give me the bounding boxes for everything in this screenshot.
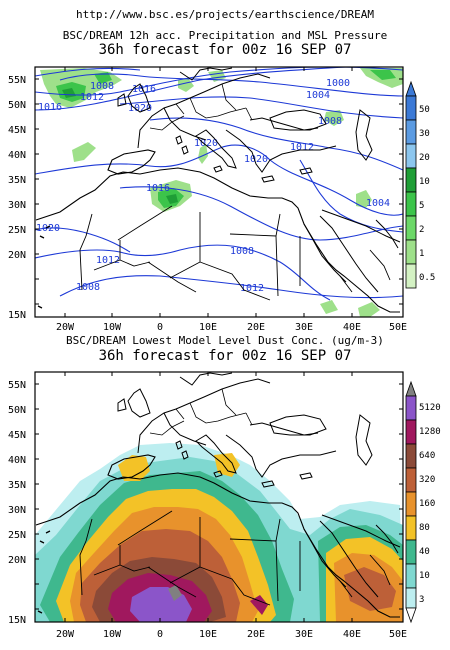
svg-text:30N: 30N (8, 200, 26, 211)
svg-text:1008: 1008 (90, 81, 114, 92)
svg-text:1012: 1012 (240, 283, 264, 294)
svg-text:45N: 45N (8, 125, 26, 136)
source-url: http://www.bsc.es/projects/earthscience/… (75, 8, 374, 21)
dust-map: 55N 50N 45N 40N 35N 30N 25N 20N 15N 20W … (8, 371, 441, 640)
svg-text:30E: 30E (295, 629, 313, 640)
dust-colorbar-labels: 5120 1280 640 320 160 80 40 10 3 (419, 403, 441, 605)
svg-text:50: 50 (419, 105, 430, 115)
svg-text:1008: 1008 (230, 246, 254, 257)
svg-text:1016: 1016 (132, 84, 156, 95)
svg-text:1020: 1020 (128, 103, 152, 114)
svg-text:640: 640 (419, 451, 435, 461)
isobar-labels: 1008 1012 1016 1016 1020 1020 1020 1016 … (36, 78, 390, 294)
isobars (35, 67, 403, 301)
svg-text:1020: 1020 (244, 154, 268, 165)
svg-text:1012: 1012 (96, 255, 120, 266)
svg-text:1008: 1008 (76, 282, 100, 293)
svg-text:45N: 45N (8, 430, 26, 441)
svg-text:1008: 1008 (318, 116, 342, 127)
svg-text:15N: 15N (8, 310, 26, 321)
svg-text:320: 320 (419, 475, 435, 485)
svg-text:35N: 35N (8, 175, 26, 186)
svg-text:50N: 50N (8, 100, 26, 111)
precipitation-shading (40, 68, 403, 317)
svg-text:10W: 10W (103, 322, 122, 333)
svg-text:20N: 20N (8, 250, 26, 261)
svg-text:50E: 50E (389, 322, 407, 333)
precip-panel-title: BSC/DREAM 12h acc. Precipitation and MSL… (62, 29, 388, 42)
svg-text:1000: 1000 (326, 78, 350, 89)
svg-text:1004: 1004 (366, 198, 390, 209)
svg-text:1020: 1020 (194, 138, 218, 149)
svg-text:10E: 10E (199, 629, 217, 640)
svg-text:10: 10 (419, 177, 430, 187)
precip-panel-subtitle: 36h forecast for 00z 16 SEP 07 (98, 42, 352, 58)
svg-text:10: 10 (419, 571, 430, 581)
svg-text:40E: 40E (343, 322, 361, 333)
svg-text:40: 40 (419, 547, 430, 557)
svg-text:20W: 20W (56, 322, 75, 333)
svg-text:1016: 1016 (146, 183, 170, 194)
svg-text:50E: 50E (389, 629, 407, 640)
dust-shading (35, 443, 403, 622)
svg-text:2: 2 (419, 225, 424, 235)
dust-lon-labels: 20W 10W 0 10E 20E 30E 40E 50E (56, 629, 407, 640)
svg-text:80: 80 (419, 523, 430, 533)
svg-text:10W: 10W (103, 629, 122, 640)
svg-text:50N: 50N (8, 405, 26, 416)
svg-text:30N: 30N (8, 505, 26, 516)
precip-lat-labels: 55N 50N 45N 40N 35N 30N 25N 20N 15N (8, 75, 26, 321)
svg-text:20N: 20N (8, 555, 26, 566)
svg-text:5: 5 (419, 201, 424, 211)
svg-text:20: 20 (419, 153, 430, 163)
dust-lat-labels: 55N 50N 45N 40N 35N 30N 25N 20N 15N (8, 380, 26, 626)
precip-map-frame (34, 66, 404, 318)
svg-text:40N: 40N (8, 150, 26, 161)
svg-text:1016: 1016 (38, 102, 62, 113)
svg-text:160: 160 (419, 499, 435, 509)
svg-text:1: 1 (419, 249, 424, 259)
svg-text:30E: 30E (295, 322, 313, 333)
svg-text:1004: 1004 (306, 90, 330, 101)
svg-text:20E: 20E (247, 322, 265, 333)
svg-text:1012: 1012 (80, 92, 104, 103)
precipitation-map: 1008 1012 1016 1016 1020 1020 1020 1016 … (8, 66, 435, 333)
svg-text:0.5: 0.5 (419, 273, 435, 283)
svg-text:30: 30 (419, 129, 430, 139)
dust-colorbar (405, 380, 417, 624)
svg-text:0: 0 (157, 629, 163, 640)
svg-text:35N: 35N (8, 480, 26, 491)
svg-text:1280: 1280 (419, 427, 441, 437)
precip-colorbar (405, 80, 417, 289)
svg-text:55N: 55N (8, 75, 26, 86)
svg-text:25N: 25N (8, 530, 26, 541)
precip-lon-labels: 20W 10W 0 10E 20E 30E 40E 50E (56, 322, 407, 333)
dust-map-frame (34, 371, 404, 623)
svg-text:40N: 40N (8, 455, 26, 466)
svg-text:20W: 20W (56, 629, 75, 640)
svg-text:40E: 40E (343, 629, 361, 640)
precip-colorbar-labels: 50 30 20 10 5 2 1 0.5 (419, 105, 435, 283)
dust-panel-title: BSC/DREAM Lowest Model Level Dust Conc. … (66, 334, 384, 347)
svg-text:20E: 20E (247, 629, 265, 640)
svg-text:10E: 10E (199, 322, 217, 333)
svg-text:3: 3 (419, 595, 424, 605)
svg-text:0: 0 (157, 322, 163, 333)
svg-text:1020: 1020 (36, 223, 60, 234)
svg-text:15N: 15N (8, 615, 26, 626)
svg-text:1012: 1012 (290, 142, 314, 153)
svg-text:5120: 5120 (419, 403, 441, 413)
dust-panel-subtitle: 36h forecast for 00z 16 SEP 07 (98, 348, 352, 364)
svg-text:55N: 55N (8, 380, 26, 391)
svg-text:25N: 25N (8, 225, 26, 236)
